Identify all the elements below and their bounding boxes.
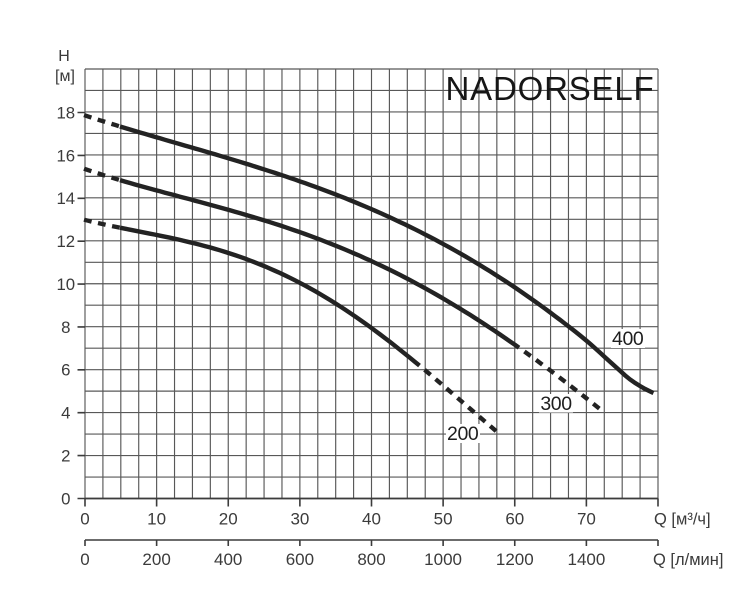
svg-text:50: 50 — [434, 509, 453, 528]
svg-text:20: 20 — [219, 509, 238, 528]
svg-text:200: 200 — [142, 550, 170, 569]
svg-text:16: 16 — [56, 146, 75, 165]
svg-text:H: H — [58, 48, 70, 65]
svg-text:60: 60 — [505, 509, 524, 528]
svg-text:10: 10 — [147, 509, 166, 528]
svg-text:NADORSELF: NADORSELF — [446, 70, 655, 107]
svg-text:0: 0 — [80, 509, 89, 528]
svg-text:1000: 1000 — [424, 550, 462, 569]
svg-text:4: 4 — [61, 404, 70, 423]
svg-text:0: 0 — [80, 550, 89, 569]
svg-text:400: 400 — [612, 328, 644, 350]
svg-text:400: 400 — [214, 550, 242, 569]
svg-text:Q [л/мин]: Q [л/мин] — [653, 551, 723, 569]
svg-text:200: 200 — [447, 423, 479, 445]
svg-text:6: 6 — [61, 361, 70, 380]
svg-text:18: 18 — [56, 103, 75, 122]
svg-text:14: 14 — [56, 189, 75, 208]
svg-text:[м]: [м] — [55, 68, 75, 85]
svg-text:600: 600 — [286, 550, 314, 569]
svg-text:8: 8 — [61, 318, 70, 337]
svg-text:40: 40 — [362, 509, 381, 528]
svg-text:70: 70 — [577, 509, 596, 528]
svg-text:1200: 1200 — [496, 550, 534, 569]
svg-text:10: 10 — [56, 275, 75, 294]
svg-text:12: 12 — [56, 232, 75, 251]
svg-text:0: 0 — [61, 489, 70, 508]
svg-text:1400: 1400 — [567, 550, 605, 569]
svg-text:300: 300 — [540, 393, 572, 415]
svg-text:Q [м³/ч]: Q [м³/ч] — [654, 510, 711, 528]
svg-text:800: 800 — [357, 550, 385, 569]
svg-text:2: 2 — [61, 447, 70, 466]
svg-text:30: 30 — [290, 509, 309, 528]
